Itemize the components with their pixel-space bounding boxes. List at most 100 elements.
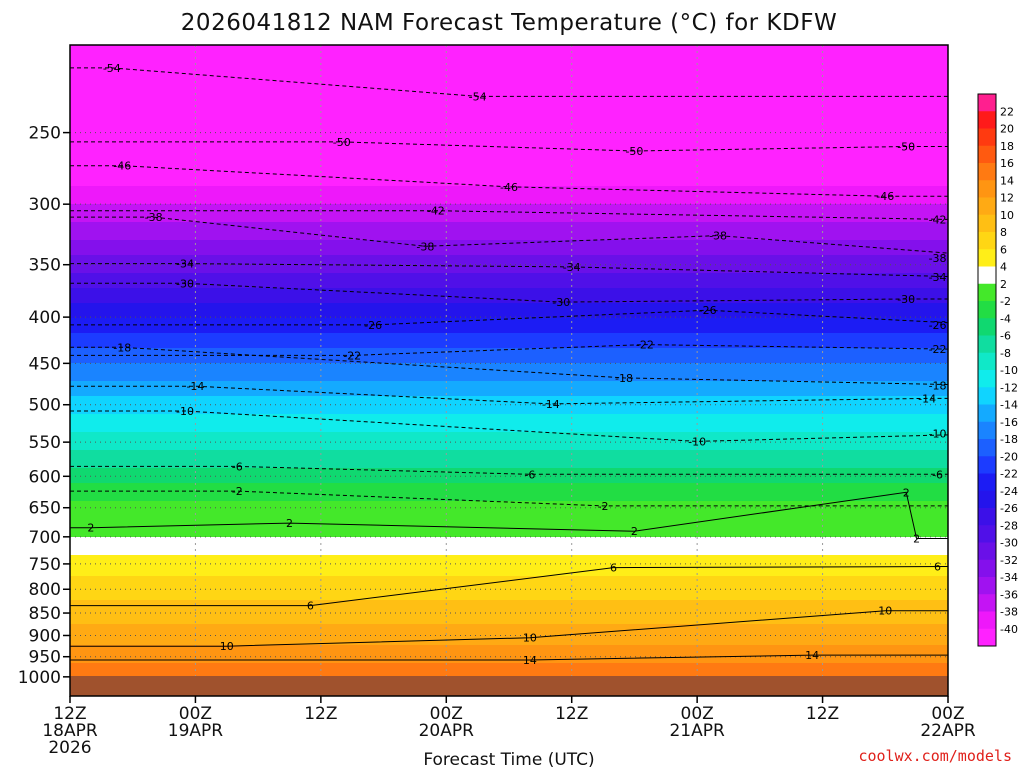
colorbar-swatch <box>978 404 996 423</box>
colorbar-swatch <box>978 301 996 319</box>
temperature-band <box>70 393 948 397</box>
temperature-band <box>70 651 948 655</box>
temperature-band <box>70 285 948 289</box>
temperature-band <box>70 549 948 553</box>
temperature-band <box>70 63 948 67</box>
temperature-band <box>70 561 948 565</box>
temperature-band <box>70 516 948 520</box>
temperature-band <box>70 234 948 238</box>
contour-label: -50 <box>625 145 643 158</box>
y-tick-label: 650 <box>29 499 61 519</box>
temperature-band <box>70 474 948 478</box>
contour-label: -30 <box>897 293 915 306</box>
temperature-band <box>70 426 948 430</box>
temperature-band <box>70 60 948 64</box>
temperature-band <box>70 495 948 499</box>
temperature-band <box>70 633 948 637</box>
temperature-band <box>70 78 948 82</box>
temperature-band <box>70 147 948 151</box>
contour-label: -2 <box>598 500 609 513</box>
contour-label: -22 <box>343 349 361 362</box>
temperature-band <box>70 606 948 610</box>
temperature-band <box>70 327 948 331</box>
contour-label: -22 <box>929 343 947 356</box>
temperature-band <box>70 75 948 79</box>
temperature-band <box>70 489 948 493</box>
temperature-band <box>70 576 948 580</box>
temperature-band <box>70 180 948 184</box>
temperature-band <box>70 210 948 214</box>
temperature-band <box>70 120 948 124</box>
temperature-band <box>70 150 948 154</box>
colorbar-label: -6 <box>1000 330 1011 343</box>
colorbar-swatch <box>978 508 996 526</box>
temperature-band <box>70 216 948 220</box>
temperature-band <box>70 258 948 262</box>
temperature-band <box>70 279 948 283</box>
colorbar-label: -30 <box>1000 537 1018 550</box>
temperature-band <box>70 528 948 532</box>
y-tick-label: 900 <box>29 626 61 646</box>
x-tick-label: 18APR <box>42 721 98 741</box>
temperature-band <box>70 207 948 211</box>
temperature-band <box>70 273 948 277</box>
colorbar-swatch <box>978 266 996 285</box>
contour-label: 2 <box>631 525 638 538</box>
contour-label: -42 <box>929 214 947 227</box>
colorbar-label: -24 <box>1000 485 1018 498</box>
temperature-band <box>70 672 948 676</box>
temperature-band <box>70 453 948 457</box>
temperature-band <box>70 480 948 484</box>
colorbar-label: -12 <box>1000 381 1018 394</box>
isotherm-line <box>70 282 948 303</box>
temperature-band <box>70 381 948 385</box>
colorbar-swatch <box>978 145 996 164</box>
colorbar-label: -32 <box>1000 554 1018 567</box>
temperature-band <box>70 96 948 100</box>
colorbar-swatch <box>978 214 996 233</box>
colorbar-label: -40 <box>1000 623 1018 636</box>
temperature-band <box>70 318 948 322</box>
contour-label: -34 <box>929 271 947 284</box>
temperature-band <box>70 492 948 496</box>
isotherm-line <box>70 309 948 326</box>
temperature-band <box>70 666 948 670</box>
contour-label: -2 <box>232 485 243 498</box>
contour-label: -14 <box>542 398 560 411</box>
contour-label: 2 <box>903 486 910 499</box>
chart-title: 2026041812 NAM Forecast Temperature (°C)… <box>181 10 837 36</box>
contour-label: -46 <box>113 160 131 173</box>
contour-label: -38 <box>416 240 434 253</box>
temperature-band <box>70 66 948 70</box>
colorbar-swatch <box>978 249 996 267</box>
contour-label: -22 <box>636 339 654 352</box>
temperature-band <box>70 54 948 58</box>
temperature-band <box>70 201 948 205</box>
temperature-band <box>70 69 948 73</box>
contour-label: -14 <box>918 392 936 405</box>
colorbar-swatch <box>978 559 996 578</box>
temperature-band <box>70 366 948 370</box>
temperature-band <box>70 345 948 349</box>
temperature-band <box>70 246 948 250</box>
temperature-band <box>70 660 948 664</box>
temperature-band <box>70 153 948 157</box>
temperature-band <box>70 363 948 367</box>
temperature-band <box>70 459 948 463</box>
temperature-band <box>70 432 948 436</box>
temperature-band <box>70 300 948 304</box>
contour-label: -50 <box>333 136 351 149</box>
temperature-band <box>70 351 948 355</box>
y-tick-label: 700 <box>29 528 61 548</box>
temperature-band <box>70 132 948 136</box>
temperature-band <box>70 405 948 409</box>
contour-label: 10 <box>878 605 892 618</box>
temperature-band <box>70 648 948 652</box>
temperature-band <box>70 378 948 382</box>
contour-label: -10 <box>929 427 947 440</box>
temperature-band <box>70 540 948 544</box>
temperature-band <box>70 465 948 469</box>
colorbar-label: -2 <box>1000 295 1011 308</box>
temperature-band <box>70 534 948 538</box>
